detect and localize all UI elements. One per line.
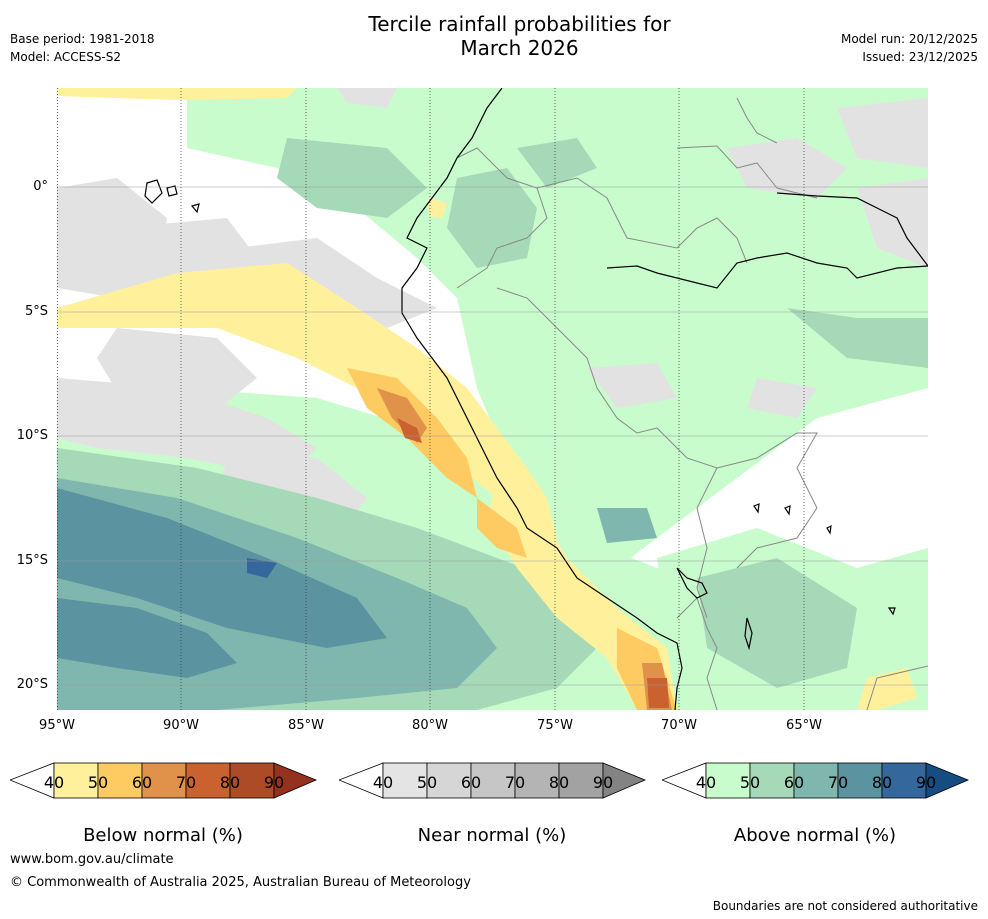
boundary-disclaimer: Boundaries are not considered authoritat…: [712, 899, 978, 913]
metadata-left: Base period: 1981-2018 Model: ACCESS-S2: [10, 30, 155, 66]
colorbar-near-bin-3: [470, 762, 516, 799]
lon-label-95w: 95°W: [39, 718, 75, 733]
colorbar-above-extend-high: [925, 762, 970, 799]
lat-label-20s: 20°S: [16, 677, 48, 692]
copyright-notice: © Commonwealth of Australia 2025, Austra…: [10, 875, 471, 890]
near-tick-60: 60: [460, 773, 482, 792]
title-line-2: March 2026: [460, 36, 579, 60]
lat-label-10s: 10°S: [16, 428, 48, 443]
base-period: Base period: 1981-2018: [10, 32, 155, 46]
below-tick-80: 80: [219, 773, 241, 792]
below-normal-title: Below normal (%): [83, 825, 243, 846]
near-tick-40: 40: [372, 773, 394, 792]
above-tick-90: 90: [915, 773, 937, 792]
below-normal-70-80-region: [397, 418, 669, 708]
lon-label-85w: 85°W: [288, 718, 324, 733]
country-boundaries: [456, 97, 928, 710]
near-normal-title: Near normal (%): [417, 825, 567, 846]
map-title: Tercile rainfall probabilities for March…: [0, 12, 988, 60]
above-normal-70-80-region: [57, 488, 387, 678]
colorbar-near-bin-4: [514, 762, 560, 799]
colorbar-above-normal: [662, 762, 970, 799]
colorbar-below-bin-4: [185, 762, 231, 799]
above-tick-40: 40: [695, 773, 717, 792]
latitude-gridlines: [57, 186, 928, 686]
near-tick-90: 90: [592, 773, 614, 792]
colorbar-near-extend-high: [602, 762, 647, 799]
colorbar-below-bin-3: [141, 762, 187, 799]
colorbar-above-bin-4: [837, 762, 883, 799]
above-normal-title: Above normal (%): [733, 825, 897, 846]
lon-label-90w: 90°W: [163, 718, 199, 733]
lon-label-70w: 70°W: [661, 718, 697, 733]
colorbar-above-bin-5: [881, 762, 927, 799]
colorbar-below-normal: [10, 762, 318, 799]
above-normal-80-90-region: [247, 558, 277, 578]
above-tick-70: 70: [827, 773, 849, 792]
below-tick-60: 60: [131, 773, 153, 792]
issued-date: Issued: 23/12/2025: [862, 50, 978, 64]
colorbar-below-bin-1: [53, 762, 99, 799]
title-line-1: Tercile rainfall probabilities for: [368, 12, 671, 36]
lon-label-65w: 65°W: [786, 718, 822, 733]
lon-label-75w: 75°W: [537, 718, 573, 733]
colorbar-above-bin-1: [705, 762, 751, 799]
colorbar-near-bin-2: [426, 762, 472, 799]
colorbar-near-bin-1: [382, 762, 428, 799]
below-tick-50: 50: [87, 773, 109, 792]
near-tick-70: 70: [504, 773, 526, 792]
below-tick-90: 90: [263, 773, 285, 792]
model-name: Model: ACCESS-S2: [10, 50, 122, 64]
colorbar-below-extend-high: [273, 762, 318, 799]
below-tick-40: 40: [43, 773, 65, 792]
metadata-right: Model run: 20/12/2025 Issued: 23/12/2025: [841, 30, 978, 66]
lon-label-80w: 80°W: [412, 718, 448, 733]
rainfall-map: [57, 88, 928, 710]
above-tick-50: 50: [739, 773, 761, 792]
above-tick-60: 60: [783, 773, 805, 792]
near-tick-80: 80: [548, 773, 570, 792]
lat-label-5s: 5°S: [24, 304, 48, 319]
website-url: www.bom.gov.au/climate: [10, 852, 174, 867]
model-run: Model run: 20/12/2025: [840, 32, 978, 46]
colorbar-near-bin-5: [558, 762, 604, 799]
colorbar-above-bin-3: [793, 762, 839, 799]
colorbar-near-normal: [339, 762, 647, 799]
coastlines: [144, 88, 928, 710]
near-tick-50: 50: [416, 773, 438, 792]
lat-label-0: 0°: [33, 179, 48, 194]
below-tick-70: 70: [175, 773, 197, 792]
above-tick-80: 80: [871, 773, 893, 792]
lat-label-15s: 15°S: [16, 553, 48, 568]
colorbar-above-bin-2: [749, 762, 795, 799]
